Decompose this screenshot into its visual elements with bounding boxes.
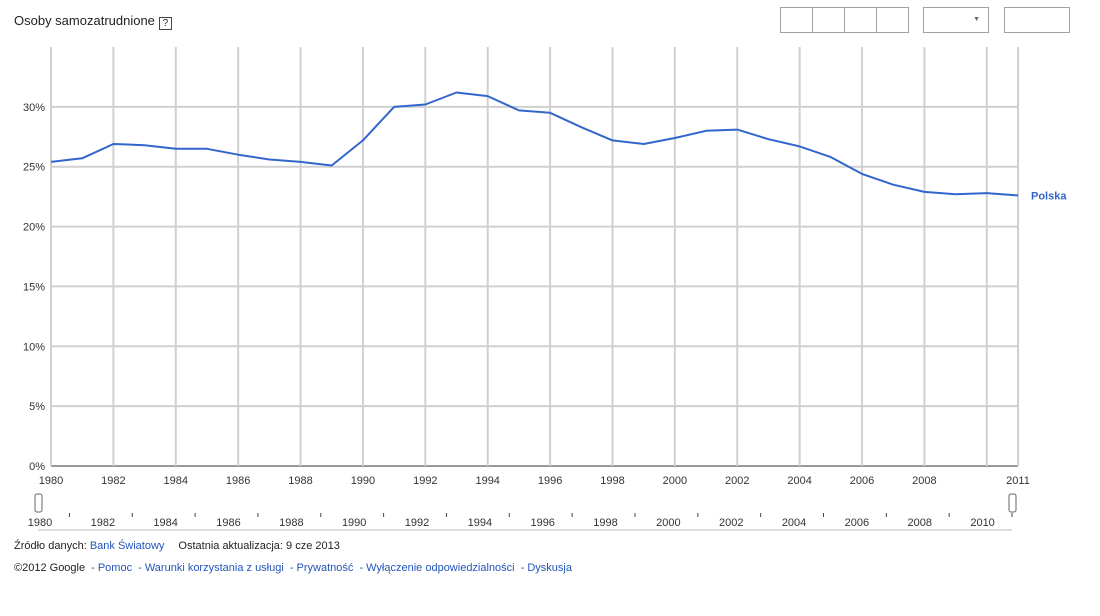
- timeline-label: 1998: [593, 517, 617, 529]
- data-source: Źródło danych: Bank Światowy Ostatnia akt…: [14, 540, 340, 552]
- x-tick-label: 1996: [538, 475, 562, 487]
- copyright: ©2012 Google: [14, 562, 86, 574]
- x-tick-label: 1982: [101, 475, 125, 487]
- y-tick-label: 30%: [23, 102, 45, 114]
- chart-type-map-button[interactable]: [844, 7, 877, 33]
- x-tick-label: 1990: [351, 475, 375, 487]
- chart: 0% 5% 10% 15% 20% 25% 30% 1980 1982 1984 1986 1988 1…: [23, 47, 1067, 531]
- timeline-label: 1988: [279, 517, 303, 529]
- link-separator: -: [138, 562, 142, 574]
- x-tick-label: 1994: [475, 475, 499, 487]
- help-link[interactable]: Pomoc: [97, 562, 133, 574]
- y-tick-label: 15%: [23, 281, 45, 293]
- x-tick-label: 2008: [912, 475, 936, 487]
- timeline-label: 2006: [845, 517, 869, 529]
- x-tick-label: 1986: [226, 475, 250, 487]
- timeline-label: 1994: [468, 517, 492, 529]
- x-tick-label: 2002: [725, 475, 749, 487]
- source-label: Źródło danych:: [14, 540, 87, 552]
- timeline-label: 1990: [342, 517, 366, 529]
- link-separator: -: [289, 562, 294, 574]
- source-link[interactable]: Bank Światowy: [89, 540, 165, 552]
- x-tick-label: 2006: [850, 475, 874, 487]
- chart-title: Osoby samozatrudnione: [14, 13, 155, 28]
- x-tick-label: 2000: [663, 475, 687, 487]
- timeline-label: 2010: [970, 517, 994, 529]
- y-tick-label: 0%: [29, 461, 45, 473]
- chart-type-line-button[interactable]: [780, 7, 813, 33]
- timeline-label: 1980: [28, 517, 52, 529]
- x-tick-label: 1988: [288, 475, 312, 487]
- timeline-label: 2004: [782, 517, 806, 529]
- y-tick-label: 20%: [23, 222, 45, 234]
- timeline-label: 2002: [719, 517, 743, 529]
- x-tick-label: 1980: [39, 475, 63, 487]
- help-icon[interactable]: ?: [158, 17, 172, 30]
- x-tick-label: 1984: [164, 475, 188, 487]
- timeline-label: 1992: [405, 517, 429, 529]
- series-label: Polska: [1031, 190, 1067, 202]
- link-separator: -: [91, 562, 95, 574]
- footer-links: ©2012 Google - Pomoc - Warunki korzystania…: [14, 562, 572, 574]
- link-separator: -: [520, 562, 525, 574]
- chevron-down-icon: ▼: [973, 16, 980, 23]
- timeline-label: 1982: [91, 517, 115, 529]
- timeline-handle[interactable]: [1008, 493, 1017, 513]
- link-separator: -: [359, 562, 364, 574]
- share-button[interactable]: [1004, 7, 1070, 33]
- timeline-handle[interactable]: [34, 493, 43, 513]
- timeline-label: 1986: [216, 517, 240, 529]
- discussion-link[interactable]: Dyskusja: [527, 562, 572, 574]
- privacy-link[interactable]: Prywatność: [296, 562, 354, 574]
- timeline-label: 2000: [656, 517, 680, 529]
- chart-title-row: Osoby samozatrudnione?: [14, 13, 172, 30]
- terms-link[interactable]: Warunki korzystania z usługi: [144, 562, 284, 574]
- y-tick-label: 25%: [23, 162, 45, 174]
- x-tick-label: 2011: [1006, 475, 1030, 487]
- x-tick-label: 1992: [413, 475, 437, 487]
- x-tick-label: 2004: [787, 475, 811, 487]
- disclaimer-link[interactable]: Wyłączenie odpowiedzialności: [366, 562, 515, 574]
- y-tick-label: 5%: [29, 401, 45, 413]
- x-tick-label: 1998: [600, 475, 624, 487]
- last-updated: Ostatnia aktualizacja: 9 cze 2013: [178, 540, 340, 552]
- y-tick-label: 10%: [23, 341, 45, 353]
- chart-type-bubble-button[interactable]: [876, 7, 909, 33]
- timeline-label: 1996: [530, 517, 554, 529]
- options-dropdown[interactable]: ▼: [923, 7, 989, 33]
- timeline-label: 2008: [907, 517, 931, 529]
- timeline-label: 1984: [153, 517, 177, 529]
- series-line: [50, 91, 1019, 197]
